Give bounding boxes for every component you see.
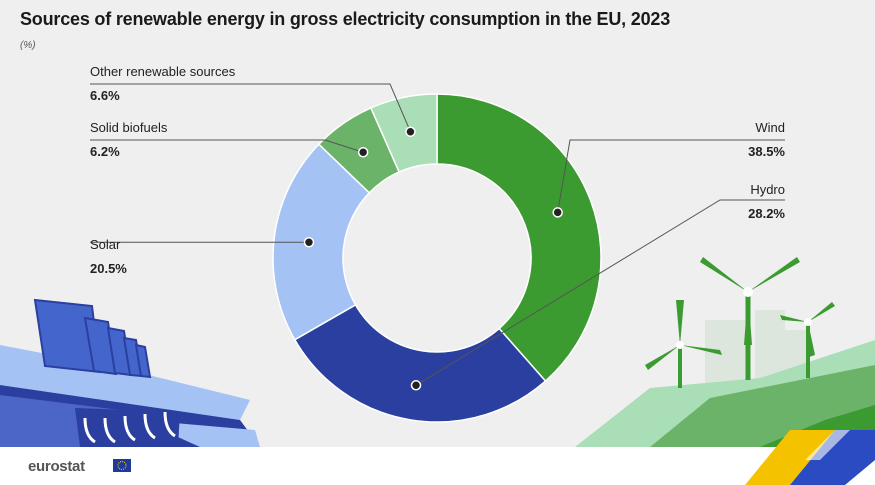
- leader-dot: [405, 126, 416, 138]
- leader-line: [415, 199, 785, 386]
- eu-flag-icon: [113, 459, 131, 472]
- leader-line: [557, 139, 785, 213]
- slice-label: Wind: [755, 120, 785, 135]
- slice-labels: Wind 38.5% Hydro 28.2% Solar 20.5% Solid biofu…: [90, 64, 785, 276]
- slice-label: Other renewable sources: [90, 64, 236, 79]
- donut-slice-other-renewable-sources: [369, 93, 438, 173]
- slice-label: Solar: [90, 237, 121, 252]
- slice-value: 28.2%: [748, 206, 785, 221]
- slice-value: 20.5%: [90, 261, 127, 276]
- slice-value: 38.5%: [748, 144, 785, 159]
- chart-unit: (%): [20, 40, 36, 51]
- leader-dot: [410, 380, 422, 391]
- leader-line: [90, 83, 411, 132]
- leader-dot: [303, 236, 315, 248]
- wind-turbines-illustration: [575, 257, 875, 447]
- leader-dot: [552, 207, 563, 218]
- leader-dot: [357, 146, 369, 158]
- donut-chart: [272, 93, 602, 423]
- donut-slice-wind: [436, 93, 602, 383]
- hydro-dam-illustration: [75, 408, 180, 447]
- leader-line: [90, 139, 364, 153]
- donut-slice-hydro: [293, 303, 547, 423]
- eurostat-logo: eurostat: [28, 458, 85, 475]
- leader-lines: [90, 83, 785, 391]
- donut-slice-solar: [272, 143, 371, 341]
- footer-bar: [0, 447, 875, 485]
- slice-label: Hydro: [750, 182, 785, 197]
- chart-title: Sources of renewable energy in gross ele…: [20, 9, 671, 29]
- slice-label: Solid biofuels: [90, 120, 168, 135]
- slice-value: 6.6%: [90, 88, 120, 103]
- slice-value: 6.2%: [90, 144, 120, 159]
